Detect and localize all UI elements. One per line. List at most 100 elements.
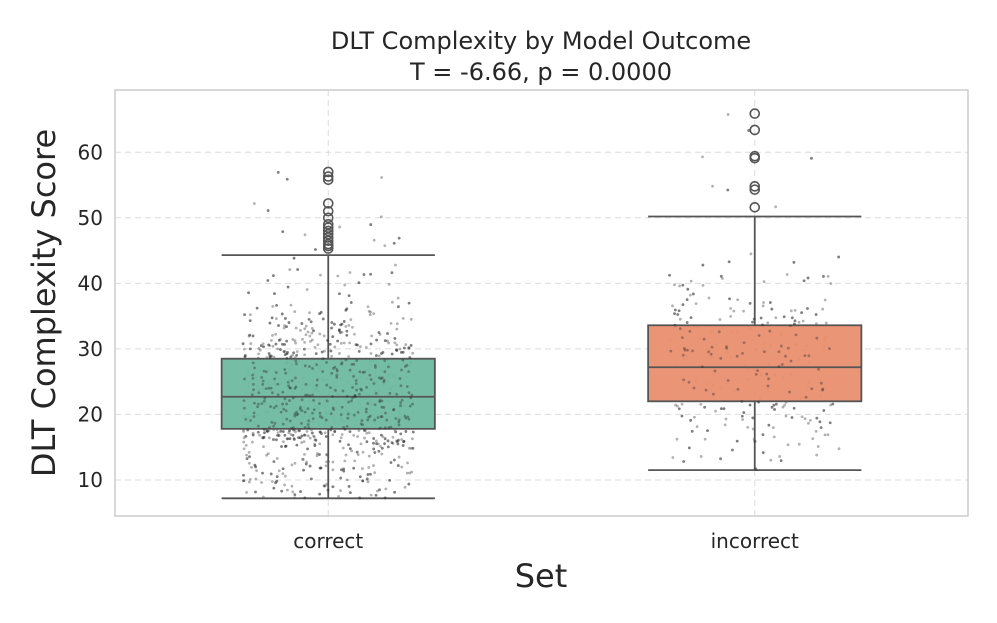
jitter-point-overlay bbox=[318, 414, 322, 418]
jitter-point bbox=[357, 429, 361, 433]
jitter-point bbox=[306, 447, 309, 451]
jitter-point bbox=[370, 334, 373, 338]
jitter-point bbox=[357, 349, 361, 353]
jitter-point-overlay bbox=[266, 209, 270, 212]
jitter-point-overlay bbox=[819, 381, 823, 385]
jitter-point-overlay bbox=[407, 301, 411, 305]
jitter-point-overlay bbox=[365, 407, 368, 411]
jitter-point bbox=[367, 466, 371, 469]
jitter-point-overlay bbox=[687, 380, 691, 384]
jitter-point bbox=[691, 292, 695, 296]
jitter-point bbox=[375, 338, 379, 342]
jitter-point bbox=[282, 350, 286, 353]
jitter-point-overlay bbox=[284, 371, 288, 375]
jitter-point-overlay bbox=[700, 365, 704, 369]
jitter-point-overlay bbox=[406, 415, 410, 419]
jitter-point-overlay bbox=[411, 446, 415, 450]
jitter-point bbox=[308, 334, 312, 338]
jitter-point bbox=[318, 453, 321, 456]
jitter-point bbox=[407, 482, 411, 486]
jitter-point-overlay bbox=[250, 393, 254, 397]
jitter-point-overlay bbox=[251, 433, 255, 437]
jitter-point bbox=[706, 429, 709, 433]
jitter-point-overlay bbox=[372, 437, 376, 440]
jitter-point-overlay bbox=[350, 399, 353, 403]
jitter-point bbox=[366, 305, 370, 309]
jitter-point-overlay bbox=[393, 490, 397, 494]
jitter-point-overlay bbox=[686, 348, 689, 352]
jitter-point-overlay bbox=[299, 405, 302, 409]
jitter-point-overlay bbox=[309, 477, 313, 481]
jitter-point bbox=[281, 467, 285, 471]
jitter-point-overlay bbox=[397, 420, 401, 424]
jitter-point bbox=[407, 346, 411, 350]
outlier-marker bbox=[322, 235, 334, 247]
jitter-point bbox=[245, 491, 248, 494]
jitter-point-overlay bbox=[276, 433, 279, 437]
jitter-point-overlay bbox=[279, 429, 283, 433]
jitter-point bbox=[261, 471, 264, 475]
jitter-point-overlay bbox=[817, 367, 821, 371]
jitter-point-overlay bbox=[369, 223, 373, 226]
x-tick-label-correct: correct bbox=[293, 529, 363, 553]
jitter-point bbox=[365, 431, 369, 435]
jitter-point bbox=[275, 457, 279, 460]
jitter-point bbox=[344, 325, 348, 328]
jitter-point bbox=[380, 176, 384, 179]
jitter-point bbox=[829, 403, 833, 407]
jitter-point bbox=[345, 478, 349, 482]
jitter-point bbox=[304, 333, 308, 337]
jitter-point bbox=[373, 451, 377, 454]
jitter-point-overlay bbox=[374, 354, 378, 357]
jitter-point bbox=[284, 444, 288, 448]
jitter-point-overlay bbox=[347, 400, 351, 404]
jitter-point-overlay bbox=[754, 467, 758, 471]
jitter-point bbox=[306, 330, 310, 334]
jitter-point bbox=[383, 437, 387, 441]
jitter-point-overlay bbox=[298, 429, 301, 432]
jitter-point bbox=[261, 436, 265, 440]
jitter-point-overlay bbox=[404, 416, 408, 420]
jitter-point-overlay bbox=[682, 347, 686, 350]
jitter-point-overlay bbox=[384, 411, 387, 415]
jitter-point bbox=[815, 453, 819, 457]
jitter-point bbox=[729, 307, 733, 310]
jitter-point bbox=[690, 429, 694, 433]
jitter-point bbox=[748, 302, 752, 305]
jitter-point-overlay bbox=[273, 421, 277, 425]
jitter-point bbox=[393, 341, 397, 345]
jitter-point-overlay bbox=[266, 279, 270, 282]
jitter-point-overlay bbox=[280, 489, 284, 493]
jitter-point bbox=[761, 451, 765, 455]
jitter-point bbox=[773, 408, 776, 411]
jitter-point bbox=[407, 301, 411, 305]
jitter-point-overlay bbox=[735, 354, 739, 358]
jitter-point-overlay bbox=[685, 321, 689, 324]
jitter-point-overlay bbox=[330, 321, 334, 324]
jitter-point bbox=[251, 431, 255, 435]
jitter-point bbox=[403, 485, 407, 489]
jitter-point-overlay bbox=[800, 311, 804, 315]
jitter-point bbox=[309, 320, 313, 324]
jitter-point-overlay bbox=[681, 303, 685, 307]
jitter-point-overlay bbox=[358, 475, 362, 479]
jitter-point-overlay bbox=[361, 479, 365, 483]
jitter-point bbox=[267, 352, 271, 355]
jitter-point-overlay bbox=[269, 386, 273, 390]
jitter-point-overlay bbox=[315, 363, 319, 366]
jitter-point-overlay bbox=[768, 329, 772, 333]
outlier-marker bbox=[322, 198, 334, 209]
jitter-point-overlay bbox=[773, 408, 776, 411]
jitter-point-overlay bbox=[373, 363, 377, 367]
jitter-point-overlay bbox=[261, 382, 265, 386]
jitter-point bbox=[243, 347, 246, 351]
jitter-point-overlay bbox=[252, 411, 256, 415]
jitter-point-overlay bbox=[276, 382, 280, 386]
jitter-point-overlay bbox=[735, 439, 739, 443]
jitter-point bbox=[689, 316, 693, 320]
jitter-point bbox=[258, 348, 262, 352]
jitter-point bbox=[373, 471, 377, 475]
jitter-point-overlay bbox=[352, 466, 356, 470]
jitter-point bbox=[816, 445, 820, 448]
jitter-point-overlay bbox=[303, 496, 307, 500]
